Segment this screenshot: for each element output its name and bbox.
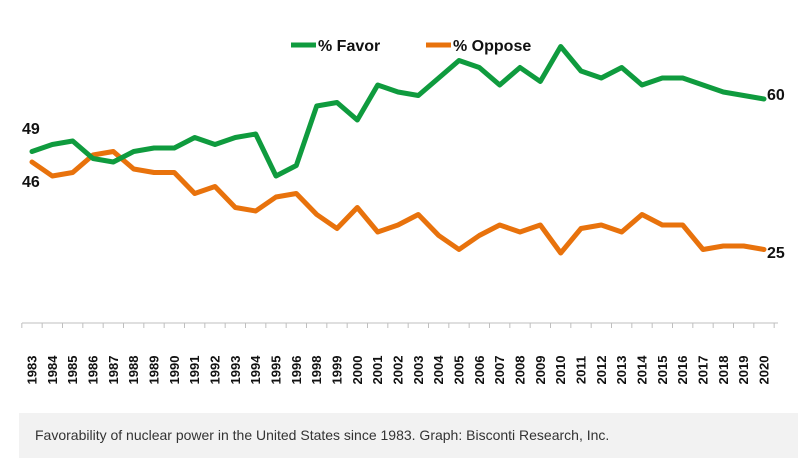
x-tick-label: 1989 bbox=[147, 356, 162, 385]
x-tick-labels: 1983 1984 1985 1986 1987 1988 1989 1990 1991 1992… bbox=[25, 355, 772, 385]
x-tick-label: 1985 bbox=[65, 356, 80, 385]
x-tick-label: 1995 bbox=[269, 356, 284, 385]
x-tick-label: 2017 bbox=[696, 356, 711, 385]
x-tick-label: 2010 bbox=[553, 356, 568, 385]
x-tick-label: 1986 bbox=[86, 356, 101, 385]
x-tick-label: 1990 bbox=[167, 356, 182, 385]
series-line-favor bbox=[29, 44, 767, 179]
x-tick-label: 1984 bbox=[45, 355, 60, 385]
x-tick-label: 1988 bbox=[126, 356, 141, 385]
x-tick-label: 2016 bbox=[675, 356, 690, 385]
x-ticks bbox=[21, 323, 775, 328]
x-tick-label: 1983 bbox=[25, 356, 40, 385]
series-line-oppose bbox=[29, 149, 767, 256]
end-label-favor: 60 bbox=[767, 87, 785, 104]
series-lines bbox=[29, 44, 767, 256]
x-tick-label: 2000 bbox=[350, 356, 365, 385]
legend-label-favor: % Favor bbox=[318, 38, 380, 55]
x-tick-label: 2001 bbox=[370, 356, 385, 385]
x-tick-label: 1991 bbox=[187, 356, 202, 385]
x-tick-label: 1999 bbox=[330, 356, 345, 385]
x-tick-label: 1996 bbox=[289, 356, 304, 385]
x-tick-label: 1998 bbox=[309, 356, 324, 385]
x-tick-label: 2012 bbox=[594, 356, 609, 385]
x-tick-label: 2004 bbox=[431, 355, 446, 385]
start-label-oppose: 46 bbox=[22, 174, 40, 191]
x-tick-label: 2014 bbox=[635, 355, 650, 385]
x-tick-label: 2008 bbox=[513, 356, 528, 385]
end-label-oppose: 25 bbox=[767, 245, 785, 262]
x-tick-label: 1992 bbox=[208, 356, 223, 385]
legend: % Favor % Oppose bbox=[291, 38, 531, 55]
x-tick-label: 1993 bbox=[228, 356, 243, 385]
x-tick-label: 1994 bbox=[248, 355, 263, 385]
x-tick-label: 2006 bbox=[472, 356, 487, 385]
x-tick-label: 2019 bbox=[736, 356, 751, 385]
x-tick-label: 2015 bbox=[655, 356, 670, 385]
legend-label-oppose: % Oppose bbox=[453, 38, 531, 55]
x-tick-label: 2013 bbox=[614, 356, 629, 385]
x-tick-label: 2018 bbox=[716, 356, 731, 385]
caption-box: Favorability of nuclear power in the Uni… bbox=[19, 413, 798, 458]
x-tick-label: 2011 bbox=[574, 356, 589, 384]
start-label-favor: 49 bbox=[22, 121, 40, 138]
x-tick-label: 1987 bbox=[106, 356, 121, 385]
x-tick-label: 2009 bbox=[533, 356, 548, 385]
x-tick-label: 2005 bbox=[452, 356, 467, 385]
x-tick-label: 2002 bbox=[391, 356, 406, 385]
caption: Favorability of nuclear power in the Uni… bbox=[35, 427, 610, 443]
x-tick-label: 2007 bbox=[492, 356, 507, 385]
x-tick-label: 2020 bbox=[757, 356, 772, 385]
x-tick-label: 2003 bbox=[411, 356, 426, 385]
